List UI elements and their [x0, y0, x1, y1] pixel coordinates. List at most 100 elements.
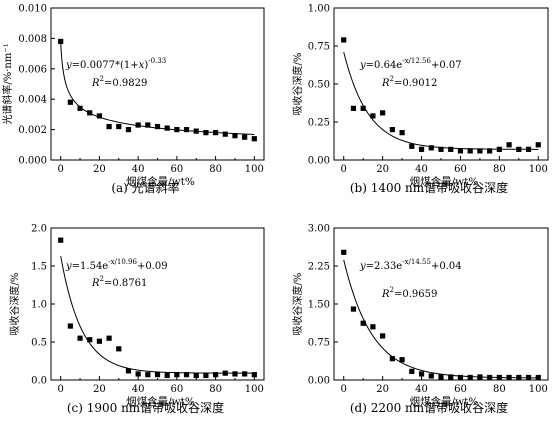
data-point: [389, 356, 395, 362]
x-axis-label: 烟煤含量/wt%: [126, 175, 195, 188]
y-tick-label: 1.50: [308, 300, 330, 311]
data-point: [193, 372, 199, 379]
y-axis-label: 吸收谷深度/%: [291, 53, 304, 116]
chart-panel-4: 0 20 40 60 80 100 0.00 0.75 1.50 2.25 3.00 吸收谷深度/% 烟…: [291, 224, 549, 415]
data-point: [448, 374, 454, 380]
data-point: [58, 237, 64, 243]
x-tick-label: 40: [415, 384, 428, 395]
chart-panel-2: 0 20 40 60 80 100 0.00 0.25 0.50 0.75 1.00 吸收谷深度/% 烟…: [291, 4, 549, 195]
chart-panel-3: 0 20 40 60 80 100 0.0 0.5 1.0 1.5 2.0 吸收谷深度/% 烟煤含量/w…: [8, 224, 265, 415]
data-point: [448, 146, 454, 152]
data-point: [251, 372, 257, 378]
data-point: [477, 148, 483, 154]
data-point: [96, 113, 103, 119]
y-tick-label: 0.008: [18, 34, 47, 45]
r-squared: R2=0.9659: [381, 286, 437, 300]
data-point: [58, 38, 64, 45]
y-tick-label: 1.00: [308, 4, 330, 15]
x-tick-label: 0: [57, 164, 63, 175]
data-point: [438, 146, 444, 152]
data-point: [174, 372, 180, 378]
data-point: [418, 146, 425, 152]
y-tick-label: 0.004: [18, 95, 47, 106]
x-tick-label: 80: [209, 164, 222, 175]
x-axis-label: 烟煤含量/wt%: [410, 175, 479, 188]
x-tick-label: 20: [93, 164, 106, 175]
data-point: [106, 123, 112, 130]
plot-frame: [50, 227, 265, 381]
data-point: [487, 374, 493, 381]
x-tick-label: 60: [454, 164, 467, 175]
data-point: [222, 131, 228, 137]
data-point: [203, 372, 209, 379]
data-point: [535, 374, 541, 381]
x-tick-label: 20: [376, 164, 389, 175]
data-point: [251, 136, 257, 142]
data-point: [242, 134, 248, 140]
data-point: [535, 142, 541, 148]
data-point: [477, 374, 483, 380]
panel-caption: (d) 2200 nm谱带吸收谷深度: [350, 400, 508, 415]
data-point: [457, 374, 464, 381]
y-tick-label: 0.006: [18, 64, 47, 75]
data-point: [212, 130, 219, 136]
data-point: [232, 371, 238, 377]
data-point: [242, 371, 248, 377]
data-point: [487, 148, 493, 154]
data-point: [438, 374, 444, 380]
panel-caption: (a) 光谱斜率: [111, 180, 179, 195]
fit-curve: [60, 256, 255, 374]
data-point: [145, 122, 151, 128]
data-point: [457, 148, 464, 154]
data-point: [350, 306, 357, 312]
y-tick-label: 2.25: [308, 262, 330, 273]
data-point: [232, 133, 238, 139]
x-tick-label: 100: [245, 164, 264, 175]
x-tick-label: 40: [132, 384, 145, 395]
y-tick-label: 0.002: [18, 125, 47, 136]
data-point: [467, 148, 473, 154]
y-tick-label: 1.5: [31, 262, 47, 273]
data-point: [135, 371, 141, 377]
fit-curve: [343, 259, 539, 379]
y-tick-label: 0.25: [308, 118, 330, 129]
data-point: [409, 368, 415, 374]
data-point: [164, 125, 170, 131]
data-point: [203, 130, 209, 136]
data-point: [370, 324, 376, 330]
panel-caption: (b) 1400 nm谱带吸收谷深度: [350, 180, 508, 195]
data-point: [399, 357, 405, 363]
y-tick-label: 0.75: [308, 338, 330, 349]
data-point: [183, 127, 190, 133]
y-tick-label: 1.0: [31, 300, 47, 311]
y-tick-label: 0.010: [18, 4, 47, 15]
data-point: [350, 105, 357, 111]
data-point: [380, 110, 386, 116]
data-point: [125, 368, 132, 374]
x-tick-label: 100: [529, 164, 548, 175]
fit-equation: y=0.0077*(1+x)-0.33: [65, 57, 166, 71]
y-tick-label: 2.0: [31, 224, 47, 235]
x-tick-label: 60: [454, 384, 467, 395]
data-point: [67, 99, 73, 105]
data-point: [525, 146, 532, 152]
data-point: [467, 374, 473, 381]
data-point: [506, 374, 512, 381]
x-tick-label: 100: [245, 384, 264, 395]
data-point: [87, 337, 93, 343]
x-tick-label: 20: [93, 384, 106, 395]
x-tick-label: 60: [170, 164, 183, 175]
fit-equation: y=1.54e-x/10.96+0.09: [65, 258, 168, 272]
data-point: [125, 127, 132, 133]
plot-frame: [333, 227, 549, 381]
x-tick-label: 0: [341, 164, 347, 175]
data-point: [145, 372, 151, 378]
data-point: [77, 335, 83, 341]
data-point: [525, 374, 532, 381]
x-tick-label: 80: [493, 164, 506, 175]
data-point: [389, 127, 395, 133]
data-point: [360, 105, 366, 111]
data-point: [77, 105, 83, 111]
data-point: [193, 128, 199, 134]
data-point: [418, 371, 425, 377]
